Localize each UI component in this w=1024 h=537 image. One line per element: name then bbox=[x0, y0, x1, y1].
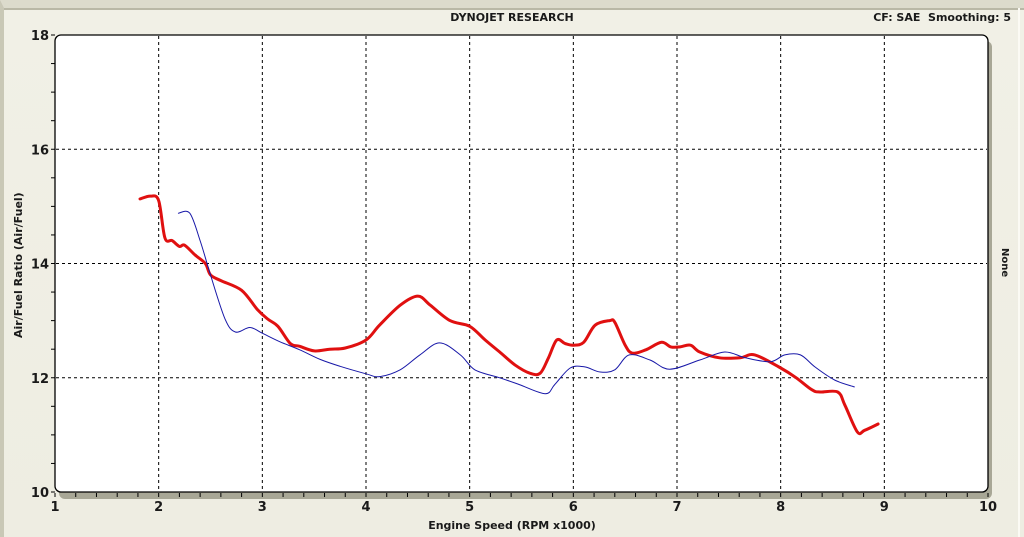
x-tick-label: 4 bbox=[361, 500, 370, 515]
y-tick-label: 16 bbox=[31, 143, 49, 158]
x-tick-label: 10 bbox=[979, 500, 997, 515]
y-tick-label: 10 bbox=[31, 486, 49, 501]
x-tick-label: 5 bbox=[465, 500, 474, 515]
correction-smoothing-info: CF: SAE Smoothing: 5 bbox=[873, 11, 1011, 24]
x-tick-label: 3 bbox=[258, 500, 267, 515]
gridlines bbox=[56, 36, 987, 491]
x-tick-label: 9 bbox=[880, 500, 889, 515]
x-tick-label: 8 bbox=[776, 500, 785, 515]
secondary-y-axis-label: None bbox=[999, 248, 1010, 278]
y-tick-label: 12 bbox=[31, 372, 49, 387]
series-line bbox=[138, 194, 880, 436]
y-tick-label: 14 bbox=[31, 258, 49, 273]
x-tick-label: 2 bbox=[154, 500, 163, 515]
series-line bbox=[177, 210, 855, 395]
chart-title: DYNOJET RESEARCH bbox=[450, 11, 574, 24]
y-axis-label: Air/Fuel Ratio (Air/Fuel) bbox=[12, 192, 25, 338]
x-tick-label: 7 bbox=[672, 500, 681, 515]
x-axis-label: Engine Speed (RPM x1000) bbox=[428, 519, 596, 532]
y-tick-label: 18 bbox=[31, 29, 49, 44]
axis-ticks bbox=[51, 34, 989, 497]
x-tick-label: 1 bbox=[50, 500, 59, 515]
data-series bbox=[138, 194, 880, 436]
x-tick-label: 6 bbox=[569, 500, 578, 515]
